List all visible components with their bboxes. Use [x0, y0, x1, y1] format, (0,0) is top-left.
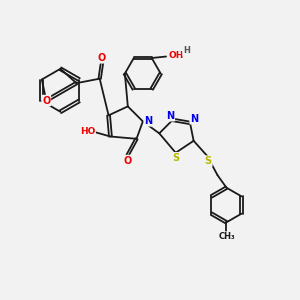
Text: CH₃: CH₃	[218, 232, 235, 241]
Text: S: S	[172, 153, 179, 163]
Text: O: O	[42, 96, 50, 106]
Text: O: O	[123, 156, 132, 166]
Text: H: H	[183, 46, 190, 55]
Text: N: N	[190, 114, 198, 124]
Text: N: N	[144, 116, 152, 126]
Text: N: N	[166, 111, 174, 121]
Text: S: S	[205, 156, 212, 166]
Text: HO: HO	[80, 127, 95, 136]
Text: O: O	[98, 53, 106, 63]
Text: OH: OH	[169, 51, 184, 60]
